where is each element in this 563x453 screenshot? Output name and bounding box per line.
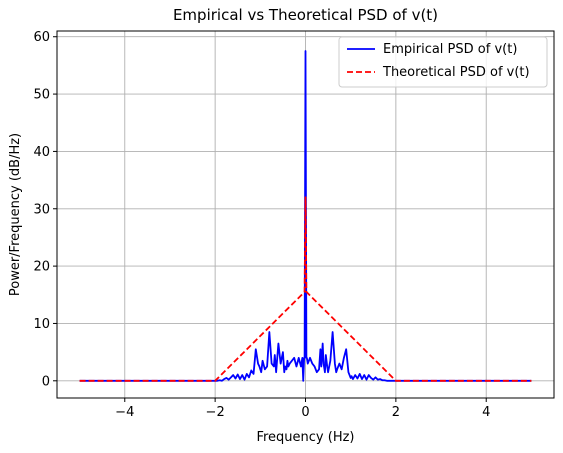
y-tick-label: 60	[33, 30, 50, 45]
legend: Empirical PSD of v(t) Theoretical PSD of…	[338, 36, 548, 88]
y-tick-label: 0	[42, 374, 50, 389]
series-line-theoretical	[79, 196, 532, 382]
y-tick-label: 40	[33, 145, 50, 160]
chart-title: Empirical vs Theoretical PSD of v(t)	[173, 6, 438, 24]
legend-box	[338, 36, 548, 88]
y-tick-label: 30	[33, 202, 50, 217]
y-tick-label: 50	[33, 88, 50, 103]
x-tick-label: 2	[392, 405, 400, 420]
y-tick-label: 20	[33, 260, 50, 275]
x-tick-label: −4	[115, 405, 134, 420]
x-axis-label: Frequency (Hz)	[256, 430, 354, 445]
series-line-empirical	[79, 50, 532, 382]
legend-label-theoretical: Theoretical PSD of v(t)	[382, 65, 530, 80]
x-tick-label: 4	[482, 405, 490, 420]
x-tick-label: −2	[206, 405, 225, 420]
series-layer	[79, 50, 532, 382]
legend-label-empirical: Empirical PSD of v(t)	[383, 42, 517, 57]
x-tick-label: 0	[301, 405, 309, 420]
y-tick-label: 10	[33, 317, 50, 332]
y-axis-label: Power/Frequency (dB/Hz)	[8, 133, 23, 296]
